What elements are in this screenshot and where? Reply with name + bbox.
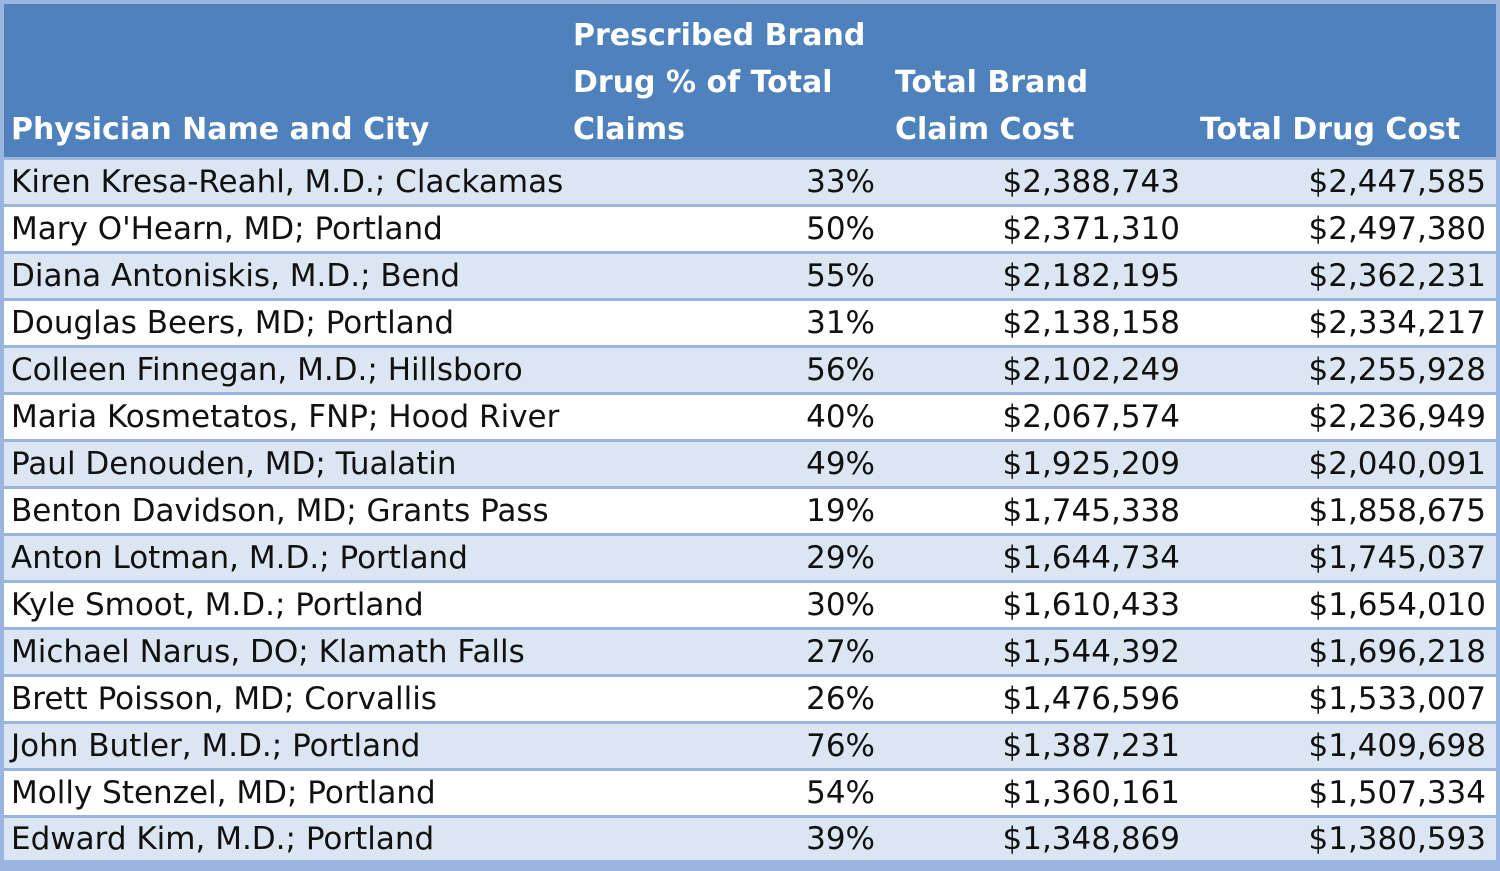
brand-claim-cost-cell: $1,544,392 [885,627,1190,674]
total-drug-cost-cell: $2,040,091 [1190,439,1500,486]
total-drug-cost-cell: $1,654,010 [1190,580,1500,627]
physician-name-cell: Brett Poisson, MD; Corvallis [0,674,563,721]
table-row: Diana Antoniskis, M.D.; Bend 55% $2,182,19… [0,251,1500,298]
table-row: Mary O'Hearn, MD; Portland 50% $2,371,310 $… [0,204,1500,251]
brand-claim-cost-cell: $1,360,161 [885,768,1190,815]
brand-claim-cost-cell: $1,745,338 [885,486,1190,533]
brand-claim-cost-cell: $2,182,195 [885,251,1190,298]
table-row: Michael Narus, DO; Klamath Falls 27% $1,54… [0,627,1500,674]
header-row: Physician Name and City Prescribed Brand… [0,0,1500,157]
brand-claim-cost-cell: $1,348,869 [885,815,1190,863]
physician-name-cell: John Butler, M.D.; Portland [0,721,563,768]
table-row: Kiren Kresa-Reahl, M.D.; Clackamas 33% $2,… [0,157,1500,204]
brand-percent-cell: 31% [563,298,885,345]
physician-name-cell: Edward Kim, M.D.; Portland [0,815,563,863]
physician-name-cell: Diana Antoniskis, M.D.; Bend [0,251,563,298]
total-drug-cost-cell: $2,362,231 [1190,251,1500,298]
table-row: Brett Poisson, MD; Corvallis 26% $1,476,59… [0,674,1500,721]
total-drug-cost-cell: $2,447,585 [1190,157,1500,204]
column-header-brand-percent: Prescribed Brand Drug % of Total Claims [563,0,885,157]
brand-percent-cell: 39% [563,815,885,863]
brand-claim-cost-cell: $2,102,249 [885,345,1190,392]
table-row: Colleen Finnegan, M.D.; Hillsboro 56% $2,1… [0,345,1500,392]
total-drug-cost-cell: $1,380,593 [1190,815,1500,863]
table-row: Maria Kosmetatos, FNP; Hood River 40% $2,0… [0,392,1500,439]
total-drug-cost-cell: $2,236,949 [1190,392,1500,439]
table-row: Molly Stenzel, MD; Portland 54% $1,360,161… [0,768,1500,815]
table-row: Benton Davidson, MD; Grants Pass 19% $1,74… [0,486,1500,533]
column-header-physician: Physician Name and City [0,0,563,157]
total-drug-cost-cell: $1,696,218 [1190,627,1500,674]
total-drug-cost-cell: $1,533,007 [1190,674,1500,721]
brand-percent-cell: 49% [563,439,885,486]
table-row: Kyle Smoot, M.D.; Portland 30% $1,610,433 $… [0,580,1500,627]
table-row: Paul Denouden, MD; Tualatin 49% $1,925,209… [0,439,1500,486]
physician-name-cell: Paul Denouden, MD; Tualatin [0,439,563,486]
physician-name-cell: Colleen Finnegan, M.D.; Hillsboro [0,345,563,392]
physician-name-cell: Michael Narus, DO; Klamath Falls [0,627,563,674]
table-header: Physician Name and City Prescribed Brand… [0,0,1500,157]
physician-name-cell: Douglas Beers, MD; Portland [0,298,563,345]
total-drug-cost-cell: $2,255,928 [1190,345,1500,392]
brand-claim-cost-cell: $2,388,743 [885,157,1190,204]
physician-name-cell: Kiren Kresa-Reahl, M.D.; Clackamas [0,157,563,204]
table-row: John Butler, M.D.; Portland 76% $1,387,231… [0,721,1500,768]
brand-percent-cell: 27% [563,627,885,674]
physician-name-cell: Maria Kosmetatos, FNP; Hood River [0,392,563,439]
table-row: Anton Lotman, M.D.; Portland 29% $1,644,73… [0,533,1500,580]
total-drug-cost-cell: $1,507,334 [1190,768,1500,815]
brand-claim-cost-cell: $2,371,310 [885,204,1190,251]
physician-name-cell: Mary O'Hearn, MD; Portland [0,204,563,251]
brand-claim-cost-cell: $1,476,596 [885,674,1190,721]
total-drug-cost-cell: $2,334,217 [1190,298,1500,345]
table-body: Kiren Kresa-Reahl, M.D.; Clackamas 33% $2,… [0,157,1500,863]
brand-claim-cost-cell: $1,644,734 [885,533,1190,580]
brand-percent-cell: 56% [563,345,885,392]
brand-percent-cell: 33% [563,157,885,204]
physician-name-cell: Anton Lotman, M.D.; Portland [0,533,563,580]
brand-percent-cell: 26% [563,674,885,721]
brand-percent-cell: 54% [563,768,885,815]
total-drug-cost-cell: $1,409,698 [1190,721,1500,768]
brand-percent-cell: 29% [563,533,885,580]
total-drug-cost-cell: $2,497,380 [1190,204,1500,251]
brand-claim-cost-cell: $1,610,433 [885,580,1190,627]
brand-claim-cost-cell: $1,925,209 [885,439,1190,486]
brand-percent-cell: 30% [563,580,885,627]
total-drug-cost-cell: $1,858,675 [1190,486,1500,533]
physician-name-cell: Kyle Smoot, M.D.; Portland [0,580,563,627]
brand-percent-cell: 19% [563,486,885,533]
column-header-brand-claim-cost: Total Brand Claim Cost [885,0,1190,157]
brand-percent-cell: 76% [563,721,885,768]
brand-percent-cell: 40% [563,392,885,439]
physician-name-cell: Molly Stenzel, MD; Portland [0,768,563,815]
brand-percent-cell: 55% [563,251,885,298]
total-drug-cost-cell: $1,745,037 [1190,533,1500,580]
table-row: Douglas Beers, MD; Portland 31% $2,138,158… [0,298,1500,345]
column-header-total-drug-cost: Total Drug Cost [1190,0,1500,157]
table-row: Edward Kim, M.D.; Portland 39% $1,348,869 $… [0,815,1500,863]
brand-claim-cost-cell: $1,387,231 [885,721,1190,768]
brand-percent-cell: 50% [563,204,885,251]
brand-claim-cost-cell: $2,138,158 [885,298,1190,345]
physician-name-cell: Benton Davidson, MD; Grants Pass [0,486,563,533]
brand-claim-cost-cell: $2,067,574 [885,392,1190,439]
